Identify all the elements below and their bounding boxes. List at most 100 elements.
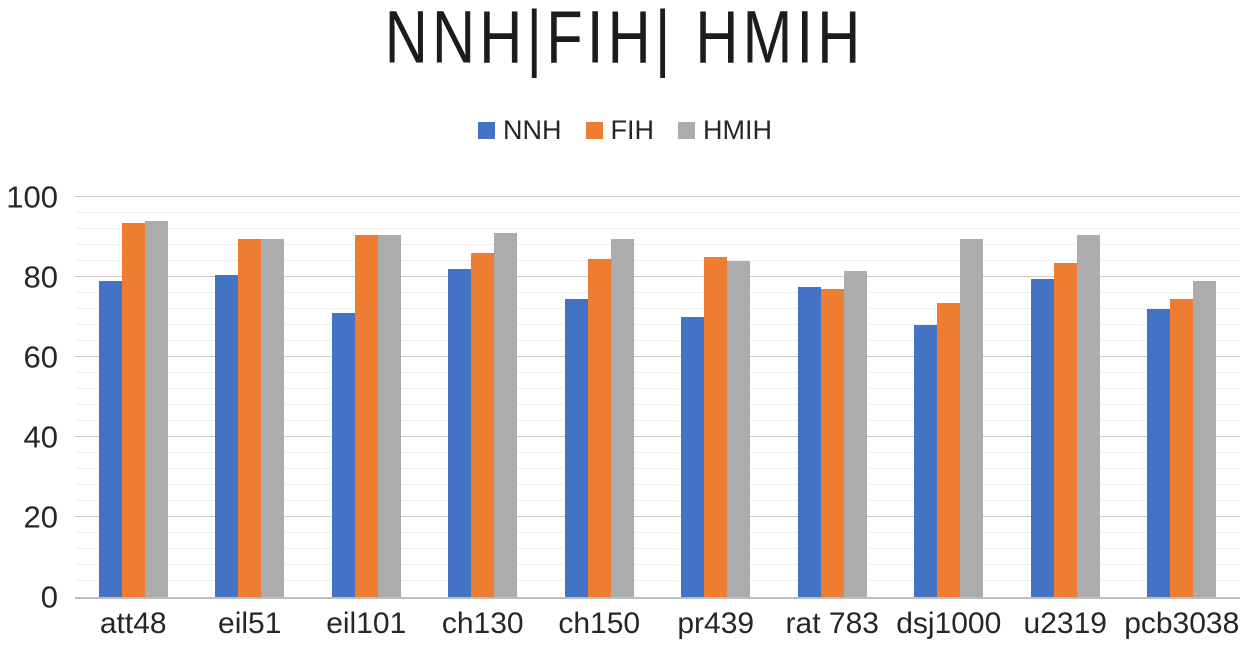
legend-item: NNH [478,117,562,144]
bar-fih-u2319 [1053,263,1077,597]
gridline-major [75,276,1240,277]
gridline-minor [75,388,1240,389]
bar-group [541,197,658,597]
x-axis-label: eil101 [326,607,407,640]
gridline-major [75,356,1240,357]
bar-hmih-ch150 [610,239,634,597]
legend-label: FIH [610,115,655,145]
legend-label: HMIH [703,115,772,145]
chart-legend: NNH FIH HMIH [0,117,1250,144]
bar-hmih-ch130 [494,233,518,597]
bar-nnh-ch130 [448,269,472,597]
bar-nnh-pcb3038 [1147,309,1171,597]
bar-fih-ch130 [471,253,495,597]
x-axis-label: pr439 [677,607,755,640]
legend-swatch-icon [585,122,603,139]
bar-group [1007,197,1124,597]
legend-swatch-icon [678,122,695,139]
bar-group [1124,197,1241,597]
legend-label: NNH [503,115,562,145]
bar-hmih-pcb3038 [1193,281,1217,597]
gridline-minor [75,292,1240,293]
bar-fih-ch150 [587,259,611,597]
legend-item: FIH [585,115,655,145]
bar-nnh-u2319 [1030,279,1054,597]
bar-nnh-rat783 [797,287,821,597]
gridline-minor [75,548,1240,549]
gridline-minor [75,308,1240,309]
gridline-minor [75,500,1240,501]
bar-group [192,197,309,597]
y-axis-label: 60 [23,339,58,375]
x-axis-line [75,597,1240,599]
bar-group [891,197,1008,597]
bar-fih-pr439 [704,257,728,597]
y-axis-label: 20 [23,499,58,535]
bar-fih-dsj1000 [937,303,961,597]
bar-fih-eil51 [238,239,262,597]
bar-nnh-ch150 [564,299,588,597]
chart-title: NNH|FIH| HMIH [0,0,1250,80]
y-axis-label: 80 [23,259,58,295]
gridline-major [75,436,1240,437]
y-axis-labels: 0 20 40 60 80 100 [0,182,58,613]
gridline-minor [75,484,1240,485]
gridline-minor [75,244,1240,245]
x-axis-label: dsj1000 [896,607,1002,640]
gridline-minor [75,564,1240,565]
gridline-minor [75,452,1240,453]
gridline-minor [75,372,1240,373]
gridline-minor [75,532,1240,533]
bar-group [774,197,891,597]
bar-group [658,197,775,597]
gridline-minor [75,228,1240,229]
y-axis-label: 100 [6,179,58,215]
plot-area [75,196,1240,599]
gridline-minor [75,260,1240,261]
bar-fih-pcb3038 [1170,299,1194,597]
legend-item: HMIH [678,117,772,144]
legend-swatch-icon [478,122,495,139]
bar-nnh-dsj1000 [914,325,938,597]
bar-hmih-pr439 [727,261,751,597]
bar-nnh-pr439 [681,317,705,597]
gridline-minor [75,324,1240,325]
gridline-minor [75,212,1240,213]
bar-hmih-eil51 [261,239,285,597]
gridline-minor [75,468,1240,469]
x-axis-label: ch150 [558,607,641,640]
gridlines [75,196,1240,597]
y-axis-label: 40 [23,419,58,455]
bar-group [75,197,192,597]
x-axis-label: eil51 [218,607,282,640]
bar-group [308,197,425,597]
bar-fih-rat783 [820,289,844,597]
x-axis-label: u2319 [1023,607,1107,640]
bar-hmih-eil101 [377,235,401,597]
gridline-major [75,196,1240,197]
x-axis-label: ch130 [441,607,524,640]
bar-hmih-att48 [144,221,168,597]
y-axis-label: 0 [40,579,58,615]
bar-hmih-dsj1000 [960,239,984,597]
bar-fih-eil101 [354,235,378,597]
gridline-minor [75,404,1240,405]
x-axis-label: rat 783 [785,607,879,640]
chart-title-text: NNH|FIH| HMIH [385,0,865,80]
bar-hmih-rat783 [843,271,867,597]
bar-nnh-eil51 [215,275,239,597]
bar-group [425,197,542,597]
x-axis-label: pcb3038 [1124,607,1240,640]
x-axis-label: att48 [99,607,167,640]
gridline-minor [75,580,1240,581]
x-axis-labels: att48 eil51 eil101 ch130 ch150 pr439 rat 783 ds… [75,606,1240,648]
gridline-minor [75,340,1240,341]
gridline-major [75,516,1240,517]
gridline-minor [75,420,1240,421]
bar-fih-att48 [121,223,145,597]
bar-nnh-eil101 [331,313,355,597]
bar-nnh-att48 [98,281,122,597]
bar-hmih-u2319 [1076,235,1100,597]
bars-layer [75,197,1240,597]
